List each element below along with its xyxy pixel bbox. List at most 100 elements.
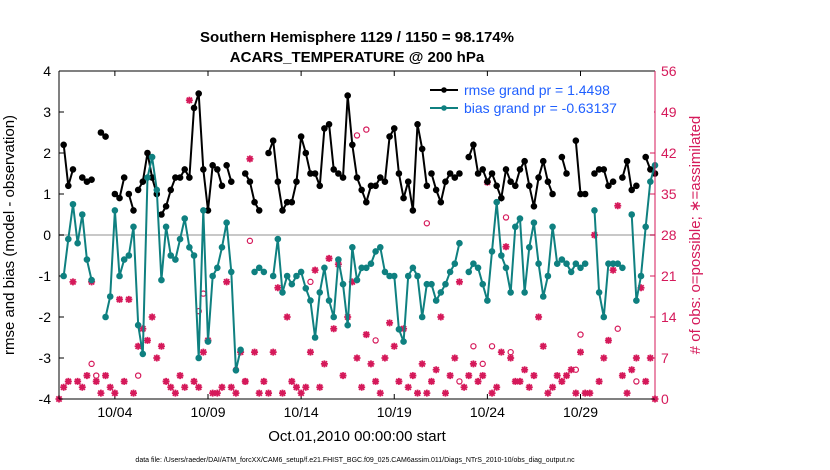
rmse-point	[265, 149, 272, 157]
rmse-point	[623, 157, 631, 165]
bias-point	[595, 289, 603, 296]
bias-point	[437, 289, 445, 296]
rmse-point	[97, 129, 105, 136]
obs-assimilated-point	[381, 354, 389, 362]
obs-assimilated-point	[418, 360, 426, 368]
left-tick-label: 3	[43, 104, 51, 120]
bias-point	[311, 334, 319, 341]
obs-assimilated-point	[251, 348, 259, 356]
bias-point	[558, 256, 566, 263]
obs-assimilated-point	[339, 372, 347, 380]
rmse-point	[195, 90, 202, 97]
rmse-point	[470, 141, 477, 149]
obs-assimilated-point	[362, 331, 370, 339]
rmse-point	[335, 170, 342, 177]
obs-assimilated-point	[423, 389, 431, 397]
rmse-point	[633, 182, 640, 190]
bias-point	[418, 313, 426, 321]
rmse-point	[423, 182, 431, 190]
rmse-point	[474, 170, 482, 177]
obs-assimilated-point	[92, 377, 100, 385]
rmse-series-line	[244, 173, 261, 211]
left-tick-label: 1	[43, 186, 51, 202]
bias-point	[120, 256, 128, 263]
obs-possible-point	[88, 360, 95, 368]
rmse-point	[358, 186, 365, 194]
right-tick-label: 42	[661, 145, 677, 161]
bias-point	[339, 280, 347, 288]
bias-point	[488, 248, 496, 255]
bias-point	[302, 285, 310, 292]
rmse-point	[572, 137, 580, 144]
bias-point	[186, 244, 193, 251]
bias-point	[139, 350, 147, 358]
rmse-point	[162, 203, 170, 210]
rmse-point	[605, 182, 612, 190]
obs-assimilated-point	[386, 319, 394, 327]
rmse-point	[158, 211, 165, 218]
obs-assimilated-point	[60, 383, 68, 391]
rmse-point	[111, 190, 119, 198]
rmse-point	[409, 207, 417, 214]
rmse-point	[302, 149, 310, 157]
rmse-point	[628, 186, 636, 194]
obs-assimilated-point	[614, 202, 622, 210]
bias-point	[237, 346, 244, 354]
obs-assimilated-point	[260, 377, 268, 385]
rmse-point	[493, 182, 500, 190]
bias-point	[414, 272, 421, 280]
bias-point	[619, 264, 626, 272]
bias-point	[390, 272, 398, 280]
obs-possible-point	[507, 348, 514, 356]
obs-assimilated-point	[604, 336, 612, 344]
bias-point	[484, 297, 491, 304]
bias-point	[153, 186, 161, 194]
obs-assimilated-point	[162, 377, 170, 385]
obs-assimilated-point	[255, 389, 263, 397]
x-tick-label: 10/14	[284, 404, 319, 420]
rmse-point	[116, 194, 123, 202]
right-tick-label: 35	[661, 186, 677, 202]
rmse-point	[251, 198, 258, 206]
obs-assimilated-point	[167, 383, 175, 391]
rmse-point	[642, 153, 649, 161]
bias-point	[535, 260, 542, 268]
bias-point	[134, 321, 142, 329]
chart-title-line2: ACARS_TEMPERATURE @ 200 hPa	[230, 49, 485, 66]
obs-assimilated-point	[330, 325, 338, 333]
obs-assimilated-point	[428, 377, 435, 385]
bias-point	[498, 252, 505, 259]
right-tick-label: 56	[661, 63, 677, 79]
obs-possible-point	[246, 237, 254, 245]
rmse-point	[102, 133, 109, 140]
rmse-point	[186, 174, 193, 181]
rmse-point	[288, 198, 296, 206]
rmse-point	[69, 166, 77, 173]
rmse-point	[386, 133, 393, 140]
obs-assimilated-point	[502, 243, 510, 251]
legend-rmse-marker	[441, 87, 447, 93]
obs-assimilated-point	[69, 278, 77, 286]
rmse-point	[539, 157, 547, 165]
bias-point	[525, 244, 533, 251]
obs-assimilated-point	[521, 366, 529, 374]
rmse-point	[507, 178, 514, 185]
obs-possible-point	[307, 278, 314, 286]
obs-possible-point	[456, 378, 463, 385]
rmse-point	[125, 190, 133, 198]
right-tick-label: 14	[661, 309, 677, 325]
bias-point	[470, 260, 477, 268]
bias-point	[432, 297, 440, 304]
bias-point	[521, 289, 528, 296]
rmse-point	[120, 174, 128, 181]
rmse-point	[200, 166, 207, 173]
obs-possible-point	[372, 337, 379, 344]
obs-assimilated-point	[441, 389, 449, 397]
bias-point	[130, 223, 137, 231]
bias-point	[288, 280, 296, 288]
rmse-point	[60, 141, 67, 149]
bias-point	[223, 219, 230, 226]
obs-assimilated-point	[232, 389, 240, 397]
bias-point	[465, 268, 473, 276]
bias-point	[563, 260, 570, 268]
